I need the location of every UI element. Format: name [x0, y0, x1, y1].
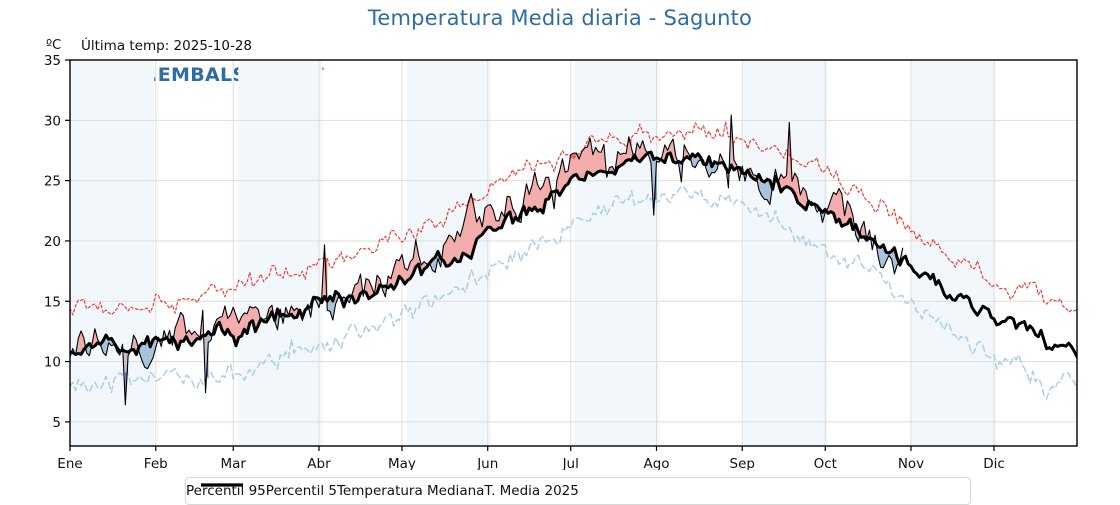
svg-text:25: 25 — [44, 174, 61, 190]
svg-text:Feb: Feb — [144, 456, 168, 470]
legend-item-4[interactable]: T. Media 2025 — [201, 478, 579, 504]
svg-text:Nov: Nov — [898, 456, 924, 470]
svg-text:Mar: Mar — [220, 456, 246, 470]
svg-text:30: 30 — [44, 113, 61, 129]
legend-item-label: Percentil 95 — [186, 483, 266, 499]
svg-text:10: 10 — [44, 355, 61, 371]
svg-text:Dic: Dic — [983, 456, 1005, 470]
svg-text:Abr: Abr — [307, 456, 331, 470]
legend-item-label: T. Media 2025 — [484, 483, 579, 499]
legend-item-label: Percentil 5 — [265, 483, 337, 499]
svg-text:5: 5 — [52, 415, 61, 431]
legend-item-3[interactable]: Temperatura Mediana — [201, 478, 485, 504]
svg-text:15: 15 — [44, 294, 61, 310]
svg-text:Ene: Ene — [57, 456, 82, 470]
svg-text:Jul: Jul — [562, 456, 579, 470]
svg-text:May: May — [388, 456, 416, 470]
legend-item-label: Temperatura Mediana — [336, 483, 485, 499]
svg-text:Oct: Oct — [814, 456, 837, 470]
svg-text:Sep: Sep — [730, 456, 755, 470]
svg-text:Ago: Ago — [643, 456, 669, 470]
last-temp-annotation: Última temp: 2025-10-28 — [81, 38, 253, 54]
y-axis-unit-label: ºC — [46, 38, 62, 53]
temperature-chart: 5 10 15 20 25 30 35 Ene Feb Mar Abr May Jun Jul Ago Sep… — [44, 53, 1078, 470]
page-title: Temperatura Media diaria - Sagunto — [367, 6, 753, 30]
svg-text:20: 20 — [44, 234, 61, 250]
svg-text:35: 35 — [44, 53, 61, 69]
chart-legend: Percentil 95 Percentil 5 Temperatura Media… — [185, 477, 971, 505]
legend-item-2[interactable]: Percentil 5 — [201, 478, 337, 504]
thin-black-line-swatch — [201, 484, 243, 486]
svg-text:Jun: Jun — [476, 456, 498, 470]
